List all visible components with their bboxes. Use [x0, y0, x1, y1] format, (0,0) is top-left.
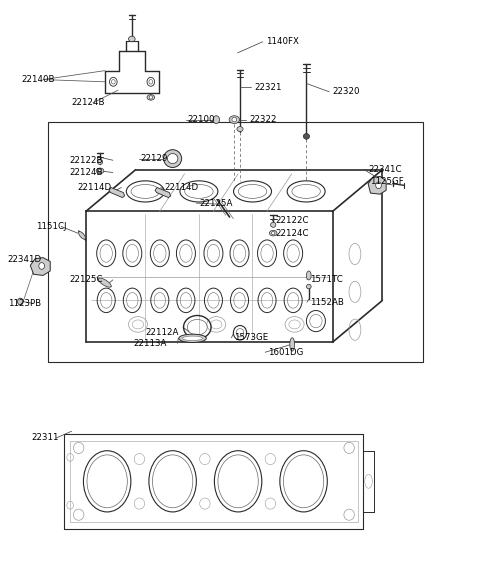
Ellipse shape	[79, 232, 85, 239]
Text: 22320: 22320	[333, 87, 360, 96]
Ellipse shape	[96, 168, 104, 174]
Text: 22129: 22129	[140, 154, 168, 163]
Text: 22124B: 22124B	[72, 98, 105, 107]
Ellipse shape	[272, 232, 275, 235]
Text: 22140B: 22140B	[22, 75, 55, 84]
Polygon shape	[368, 176, 386, 194]
Ellipse shape	[303, 134, 310, 139]
Text: 1151CJ: 1151CJ	[36, 222, 67, 231]
Polygon shape	[30, 257, 50, 275]
Ellipse shape	[229, 116, 240, 124]
Ellipse shape	[129, 36, 135, 42]
Text: 22100: 22100	[188, 115, 216, 124]
Text: 1123PB: 1123PB	[8, 299, 41, 308]
Ellipse shape	[271, 223, 276, 227]
Text: 22322: 22322	[250, 115, 277, 124]
Ellipse shape	[376, 182, 382, 189]
Ellipse shape	[149, 96, 153, 99]
Text: 1125GF: 1125GF	[371, 178, 404, 187]
Ellipse shape	[237, 126, 243, 132]
Text: 22124C: 22124C	[276, 229, 309, 238]
Text: 22114D: 22114D	[78, 183, 112, 192]
Ellipse shape	[232, 117, 237, 122]
Text: 22341C: 22341C	[368, 165, 402, 174]
Text: 22114D: 22114D	[164, 183, 198, 192]
Text: 1140FX: 1140FX	[266, 37, 299, 46]
Ellipse shape	[182, 336, 203, 341]
Ellipse shape	[290, 338, 295, 351]
Text: 1601DG: 1601DG	[268, 348, 304, 357]
Ellipse shape	[164, 149, 181, 167]
Ellipse shape	[97, 160, 103, 165]
Text: 22113A: 22113A	[133, 339, 167, 348]
Text: 22321: 22321	[254, 83, 282, 92]
Ellipse shape	[98, 278, 111, 287]
Bar	[48, 123, 423, 362]
Ellipse shape	[168, 153, 178, 164]
Ellipse shape	[17, 298, 23, 305]
Ellipse shape	[306, 284, 311, 289]
Text: 22341D: 22341D	[8, 255, 42, 264]
Text: 1571TC: 1571TC	[310, 275, 343, 284]
Ellipse shape	[179, 334, 206, 342]
Ellipse shape	[98, 169, 102, 173]
Ellipse shape	[39, 262, 45, 269]
Polygon shape	[155, 188, 171, 197]
Polygon shape	[109, 188, 125, 197]
Ellipse shape	[147, 94, 155, 100]
Text: 22125C: 22125C	[69, 275, 103, 284]
Text: 22125A: 22125A	[200, 198, 233, 207]
Ellipse shape	[269, 230, 277, 236]
Text: 22122B: 22122B	[69, 156, 103, 165]
Text: 22124B: 22124B	[69, 168, 103, 177]
Bar	[70, 441, 358, 522]
Ellipse shape	[306, 271, 311, 280]
Text: 1152AB: 1152AB	[310, 298, 344, 307]
Text: 22122C: 22122C	[276, 216, 309, 225]
Ellipse shape	[213, 116, 219, 124]
Text: 22112A: 22112A	[145, 328, 179, 337]
Text: 1573GE: 1573GE	[234, 333, 268, 342]
Text: 22311: 22311	[31, 433, 59, 442]
